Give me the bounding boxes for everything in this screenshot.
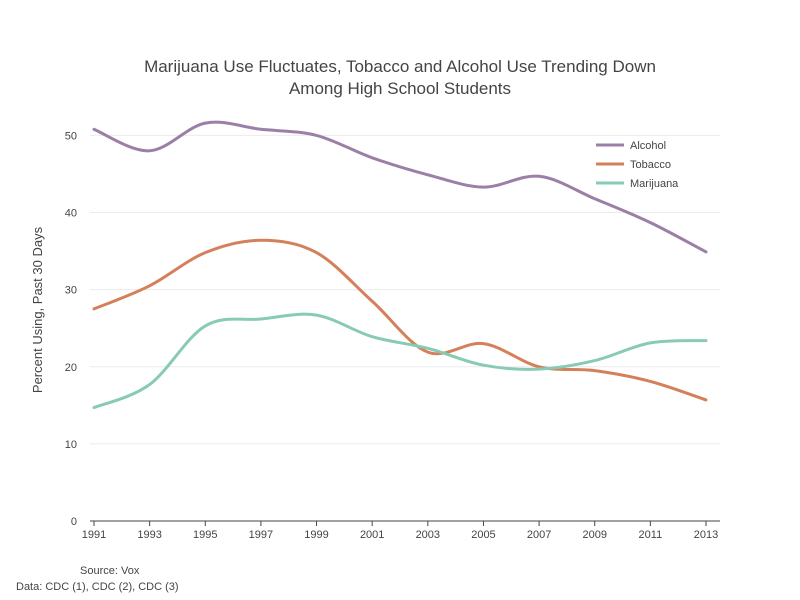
legend-label-tobacco[interactable]: Tobacco (630, 159, 671, 171)
x-tick-label: 2007 (527, 529, 551, 541)
y-tick-label: 30 (65, 285, 77, 297)
x-tick-label: 1993 (137, 529, 161, 541)
x-tick-label: 1991 (82, 529, 106, 541)
chart-title: Marijuana Use Fluctuates, Tobacco and Al… (0, 56, 800, 100)
legend-label-alcohol[interactable]: Alcohol (630, 140, 666, 152)
y-tick-label: 20 (65, 362, 77, 374)
y-tick-label: 10 (65, 439, 77, 451)
y-tick-label: 50 (65, 130, 77, 142)
x-tick-label: 2003 (416, 529, 440, 541)
y-tick-label: 0 (71, 516, 77, 528)
chart-title-line-1: Marijuana Use Fluctuates, Tobacco and Al… (144, 57, 656, 76)
x-tick-label: 2009 (582, 529, 606, 541)
legend-label-marijuana[interactable]: Marijuana (630, 178, 679, 190)
y-axis-ticks: 0 10 20 30 40 50 (65, 130, 77, 528)
gridlines (90, 134, 720, 445)
x-tick-label: 1995 (193, 529, 217, 541)
chart-title-line-2: Among High School Students (288, 79, 512, 98)
data-note: Data: CDC (1), CDC (2), CDC (3) (16, 581, 179, 593)
x-tick-label: 2001 (360, 529, 384, 541)
source-note: Source: Vox (80, 565, 140, 577)
series-line-tobacco (92, 238, 708, 402)
x-tick-label: 2011 (639, 529, 663, 541)
legend: Alcohol Tobacco Marijuana (596, 140, 679, 190)
y-tick-label: 40 (65, 208, 77, 220)
series-line-marijuana (92, 312, 708, 410)
x-tick-label: 2005 (471, 529, 495, 541)
series-lines (92, 120, 708, 410)
series-line-alcohol (92, 120, 708, 254)
x-tick-label: 2013 (694, 529, 718, 541)
x-tick-label: 1997 (249, 529, 273, 541)
y-axis-label: Percent Using, Past 30 Days (30, 226, 45, 393)
x-tick-label: 1999 (304, 529, 328, 541)
x-axis-ticks: 1991 1993 1995 1997 1999 2001 2003 2005 2007 2009… (82, 521, 718, 541)
